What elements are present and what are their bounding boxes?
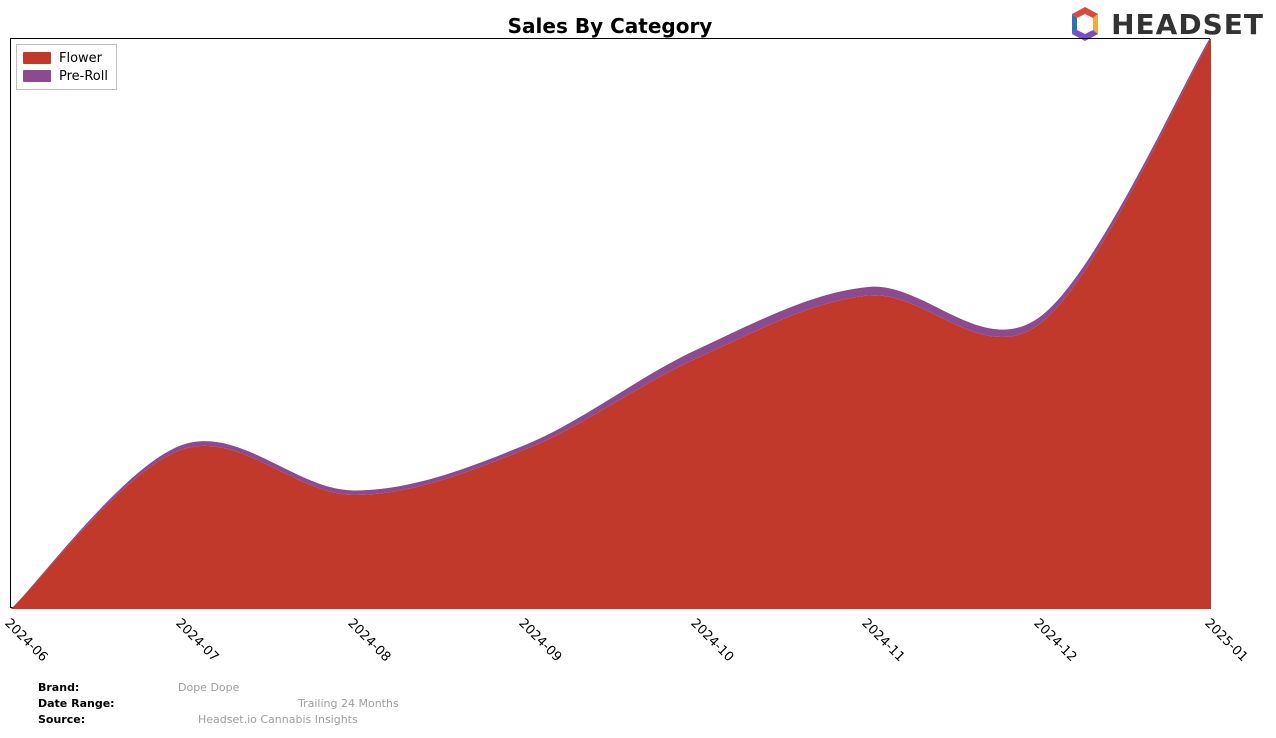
footer-label: Brand: bbox=[38, 680, 138, 696]
footer-value: Trailing 24 Months bbox=[298, 696, 399, 712]
xtick-label: 2024-07 bbox=[173, 616, 222, 665]
legend-item-pre-roll: Pre-Roll bbox=[23, 67, 108, 85]
xtick-label: 2024-12 bbox=[1030, 616, 1079, 665]
legend-label: Pre-Roll bbox=[59, 69, 108, 84]
chart-title: Sales By Category bbox=[0, 14, 1220, 38]
xtick-label: 2024-09 bbox=[516, 616, 565, 665]
legend-item-flower: Flower bbox=[23, 49, 108, 67]
footer-row: Source: Headset.io Cannabis Insights bbox=[38, 712, 399, 728]
legend-swatch bbox=[23, 70, 51, 82]
legend-label: Flower bbox=[59, 51, 102, 66]
chart-legend: Flower Pre-Roll bbox=[16, 44, 117, 90]
headset-logo-text: HEADSET bbox=[1111, 8, 1264, 41]
chart-footer: Brand: Dope Dope Date Range: Trailing 24 Mo… bbox=[38, 680, 399, 728]
xtick-label: 2024-06 bbox=[1, 616, 50, 665]
stacked-area-svg bbox=[11, 39, 1211, 609]
footer-label: Date Range: bbox=[38, 696, 138, 712]
footer-value: Headset.io Cannabis Insights bbox=[198, 712, 358, 728]
footer-value: Dope Dope bbox=[178, 680, 239, 696]
xtick-label: 2024-10 bbox=[687, 616, 736, 665]
xtick-label: 2024-08 bbox=[344, 616, 393, 665]
chart-plot-area bbox=[10, 38, 1210, 608]
footer-row: Brand: Dope Dope bbox=[38, 680, 399, 696]
xtick-label: 2024-11 bbox=[859, 616, 908, 665]
legend-swatch bbox=[23, 52, 51, 64]
footer-label: Source: bbox=[38, 712, 138, 728]
footer-row: Date Range: Trailing 24 Months bbox=[38, 696, 399, 712]
xtick-label: 2025-01 bbox=[1201, 616, 1250, 665]
